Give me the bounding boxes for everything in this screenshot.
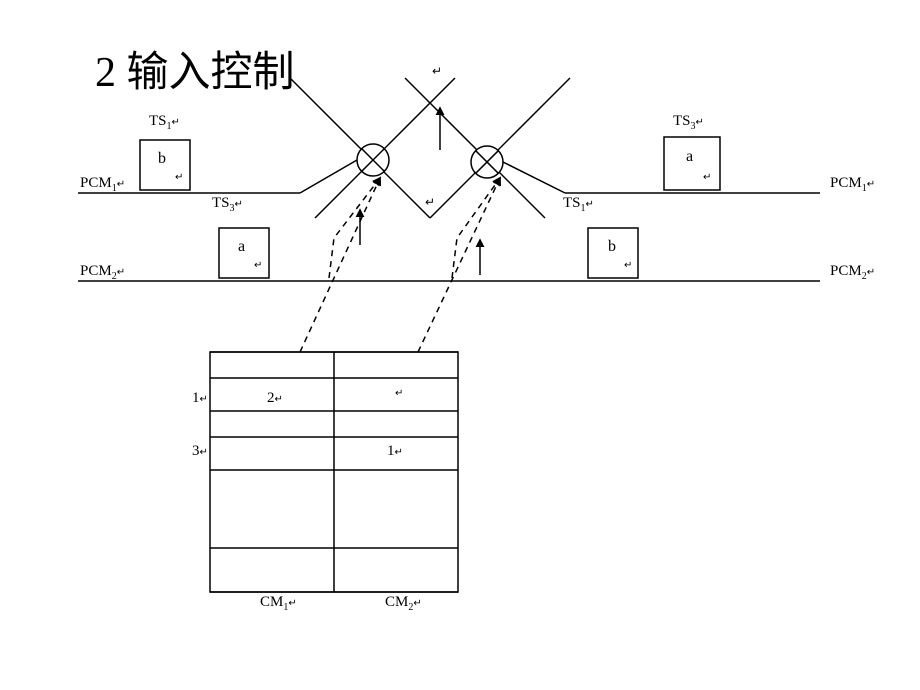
- cell-r1-c2-return: ↵: [395, 388, 403, 399]
- label-ts3-mid: TS3↵: [212, 195, 243, 214]
- label-cm2: CM2↵: [385, 594, 422, 613]
- box-a-right-label: a: [686, 148, 693, 166]
- label-pcm2-left: PCM2↵: [80, 263, 125, 282]
- row-index-3: 3↵: [192, 443, 208, 460]
- box-tl-return: ↵: [175, 172, 183, 183]
- box-bl-return: ↵: [254, 260, 262, 271]
- label-ts1-left: TS1↵: [149, 113, 180, 132]
- cell-1: 1↵: [387, 443, 403, 460]
- box-b-left-label: b: [158, 150, 166, 168]
- label-pcm2-right: PCM2↵: [830, 263, 875, 282]
- label-ts1-mid: TS1↵: [563, 195, 594, 214]
- cell-2: 2↵: [267, 390, 283, 407]
- diagram-svg: [0, 0, 920, 690]
- label-cm1: CM1↵: [260, 594, 297, 613]
- label-ts3-right: TS3↵: [673, 113, 704, 132]
- row-index-1: 1↵: [192, 390, 208, 407]
- box-br-return: ↵: [624, 260, 632, 271]
- label-pcm1-left: PCM1↵: [80, 175, 125, 194]
- box-tr-return: ↵: [703, 172, 711, 183]
- box-b-right-label: b: [608, 238, 616, 256]
- box-a-left-label: a: [238, 238, 245, 256]
- label-pcm1-right: PCM1↵: [830, 175, 875, 194]
- return-top: ↵: [432, 64, 442, 79]
- return-midcross: ↵: [425, 195, 435, 210]
